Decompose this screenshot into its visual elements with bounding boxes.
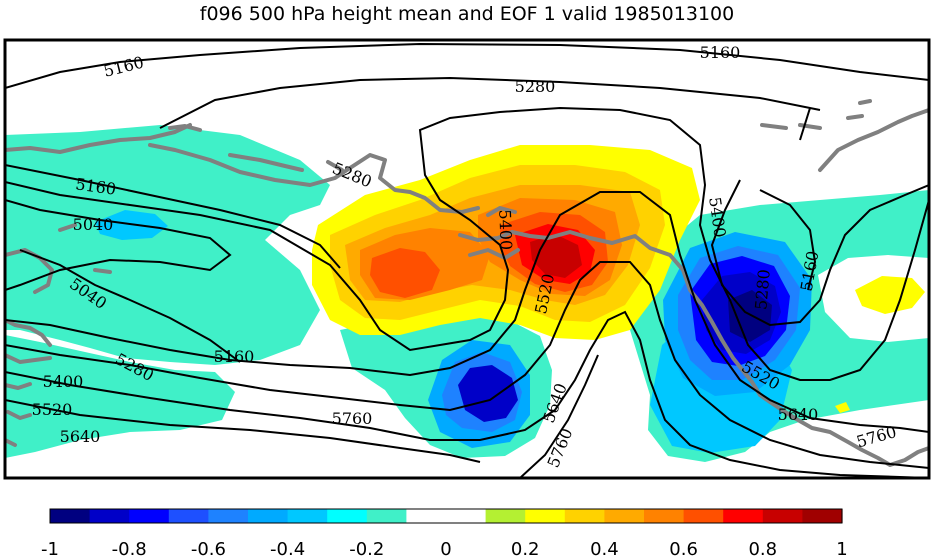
colorbar-bin xyxy=(287,509,328,523)
colorbar-tick-label: -1 xyxy=(41,539,59,558)
fill-navy-east-peak xyxy=(728,290,772,342)
map-panel: 5160 5160 5280 5280 5160 5040 5040 5400 … xyxy=(5,40,929,478)
fill-cyan-west-band xyxy=(5,125,330,365)
contour-5160-mid xyxy=(5,164,341,269)
contour-label: 5280 xyxy=(515,77,556,96)
coastline-aleutians xyxy=(458,230,754,384)
coastline-east-asia xyxy=(750,380,929,467)
contour-5520 xyxy=(5,261,929,469)
contour-5040-loop xyxy=(5,199,232,291)
fill-red-orange-west xyxy=(370,248,440,298)
colorbar-bin xyxy=(446,509,487,523)
colorbar-bin xyxy=(802,509,843,523)
fill-cyan-west-low xyxy=(5,335,235,458)
colorbar-frame xyxy=(49,508,843,524)
coastline-north-america-west xyxy=(5,123,480,214)
contour-label: 5040 xyxy=(73,215,114,234)
colorbar-tick-label: 0.2 xyxy=(511,539,540,558)
colorbar-tick-label: -0.4 xyxy=(270,539,305,558)
colorbar-bin xyxy=(327,509,368,523)
map-frame xyxy=(3,38,931,480)
coastline-kamchatka xyxy=(468,206,520,260)
contour-label: 5760 xyxy=(332,409,373,428)
colorbar-tick-label: -0.6 xyxy=(191,539,226,558)
contour-label: 5160 xyxy=(700,43,741,62)
contour-label: 5640 xyxy=(778,405,819,424)
contour-label: 5280 xyxy=(751,268,773,310)
contour-5280-west xyxy=(5,106,929,381)
contour-5280-east xyxy=(710,179,929,327)
colorbar-bin xyxy=(406,509,447,523)
colorbar-bin xyxy=(129,509,170,523)
colorbar-tick-label: 0.6 xyxy=(669,539,698,558)
colorbar-bin xyxy=(89,509,130,523)
contour-label: 5400 xyxy=(43,372,84,391)
contour-label: 5640 xyxy=(60,427,101,446)
coastline-islands-north xyxy=(168,124,344,172)
contour-5160-east xyxy=(759,189,817,291)
colorbar-tick-label: 0 xyxy=(440,539,451,558)
colorbar-bin xyxy=(762,509,803,523)
colorbar-bin xyxy=(683,509,724,523)
colorbar: -1 -0.8 -0.6 -0.4 -0.2 0 0.2 0.4 0.6 0.8 1 xyxy=(41,508,848,558)
colorbar-bins xyxy=(50,509,843,523)
colorbar-bin xyxy=(564,509,605,523)
colorbar-bin xyxy=(644,509,685,523)
colorbar-tick-label: -0.8 xyxy=(112,539,147,558)
colorbar-bin xyxy=(604,509,645,523)
contour-5160-top xyxy=(5,42,929,89)
contour-label: 5400 xyxy=(495,209,515,250)
chart-title: f096 500 hPa height mean and EOF 1 valid… xyxy=(200,3,734,25)
colorbar-bin xyxy=(248,509,289,523)
colorbar-bin xyxy=(366,509,407,523)
colorbar-bin xyxy=(50,509,91,523)
coastline-northeast xyxy=(760,99,929,172)
colorbar-ticks: -1 -0.8 -0.6 -0.4 -0.2 0 0.2 0.4 0.6 0.8 1 xyxy=(41,539,848,558)
colorbar-tick-label: -0.2 xyxy=(349,539,384,558)
fill-navy-south-core xyxy=(458,365,518,422)
colorbar-bin xyxy=(485,509,526,523)
contour-5040-inner xyxy=(19,249,241,363)
contour-5400 xyxy=(5,191,929,433)
contour-label: 5520 xyxy=(32,400,73,419)
height-contours xyxy=(5,42,929,478)
colorbar-bin xyxy=(208,509,249,523)
contour-5760 xyxy=(5,354,599,478)
colorbar-tick-label: 0.8 xyxy=(748,539,777,558)
colorbar-tick-label: 0.4 xyxy=(590,539,619,558)
contour-label: 5160 xyxy=(214,347,255,366)
contour-5640 xyxy=(5,310,929,478)
fill-yellow-east-tiny xyxy=(835,402,850,413)
contour-5280-top xyxy=(159,76,821,141)
colorbar-bin xyxy=(723,509,764,523)
colorbar-bin xyxy=(168,509,209,523)
colorbar-tick-label: 1 xyxy=(836,539,847,558)
coastline-west-lower xyxy=(5,318,52,447)
coastlines xyxy=(5,99,929,467)
fill-yellow-east-small xyxy=(855,276,925,314)
colorbar-bin xyxy=(525,509,566,523)
